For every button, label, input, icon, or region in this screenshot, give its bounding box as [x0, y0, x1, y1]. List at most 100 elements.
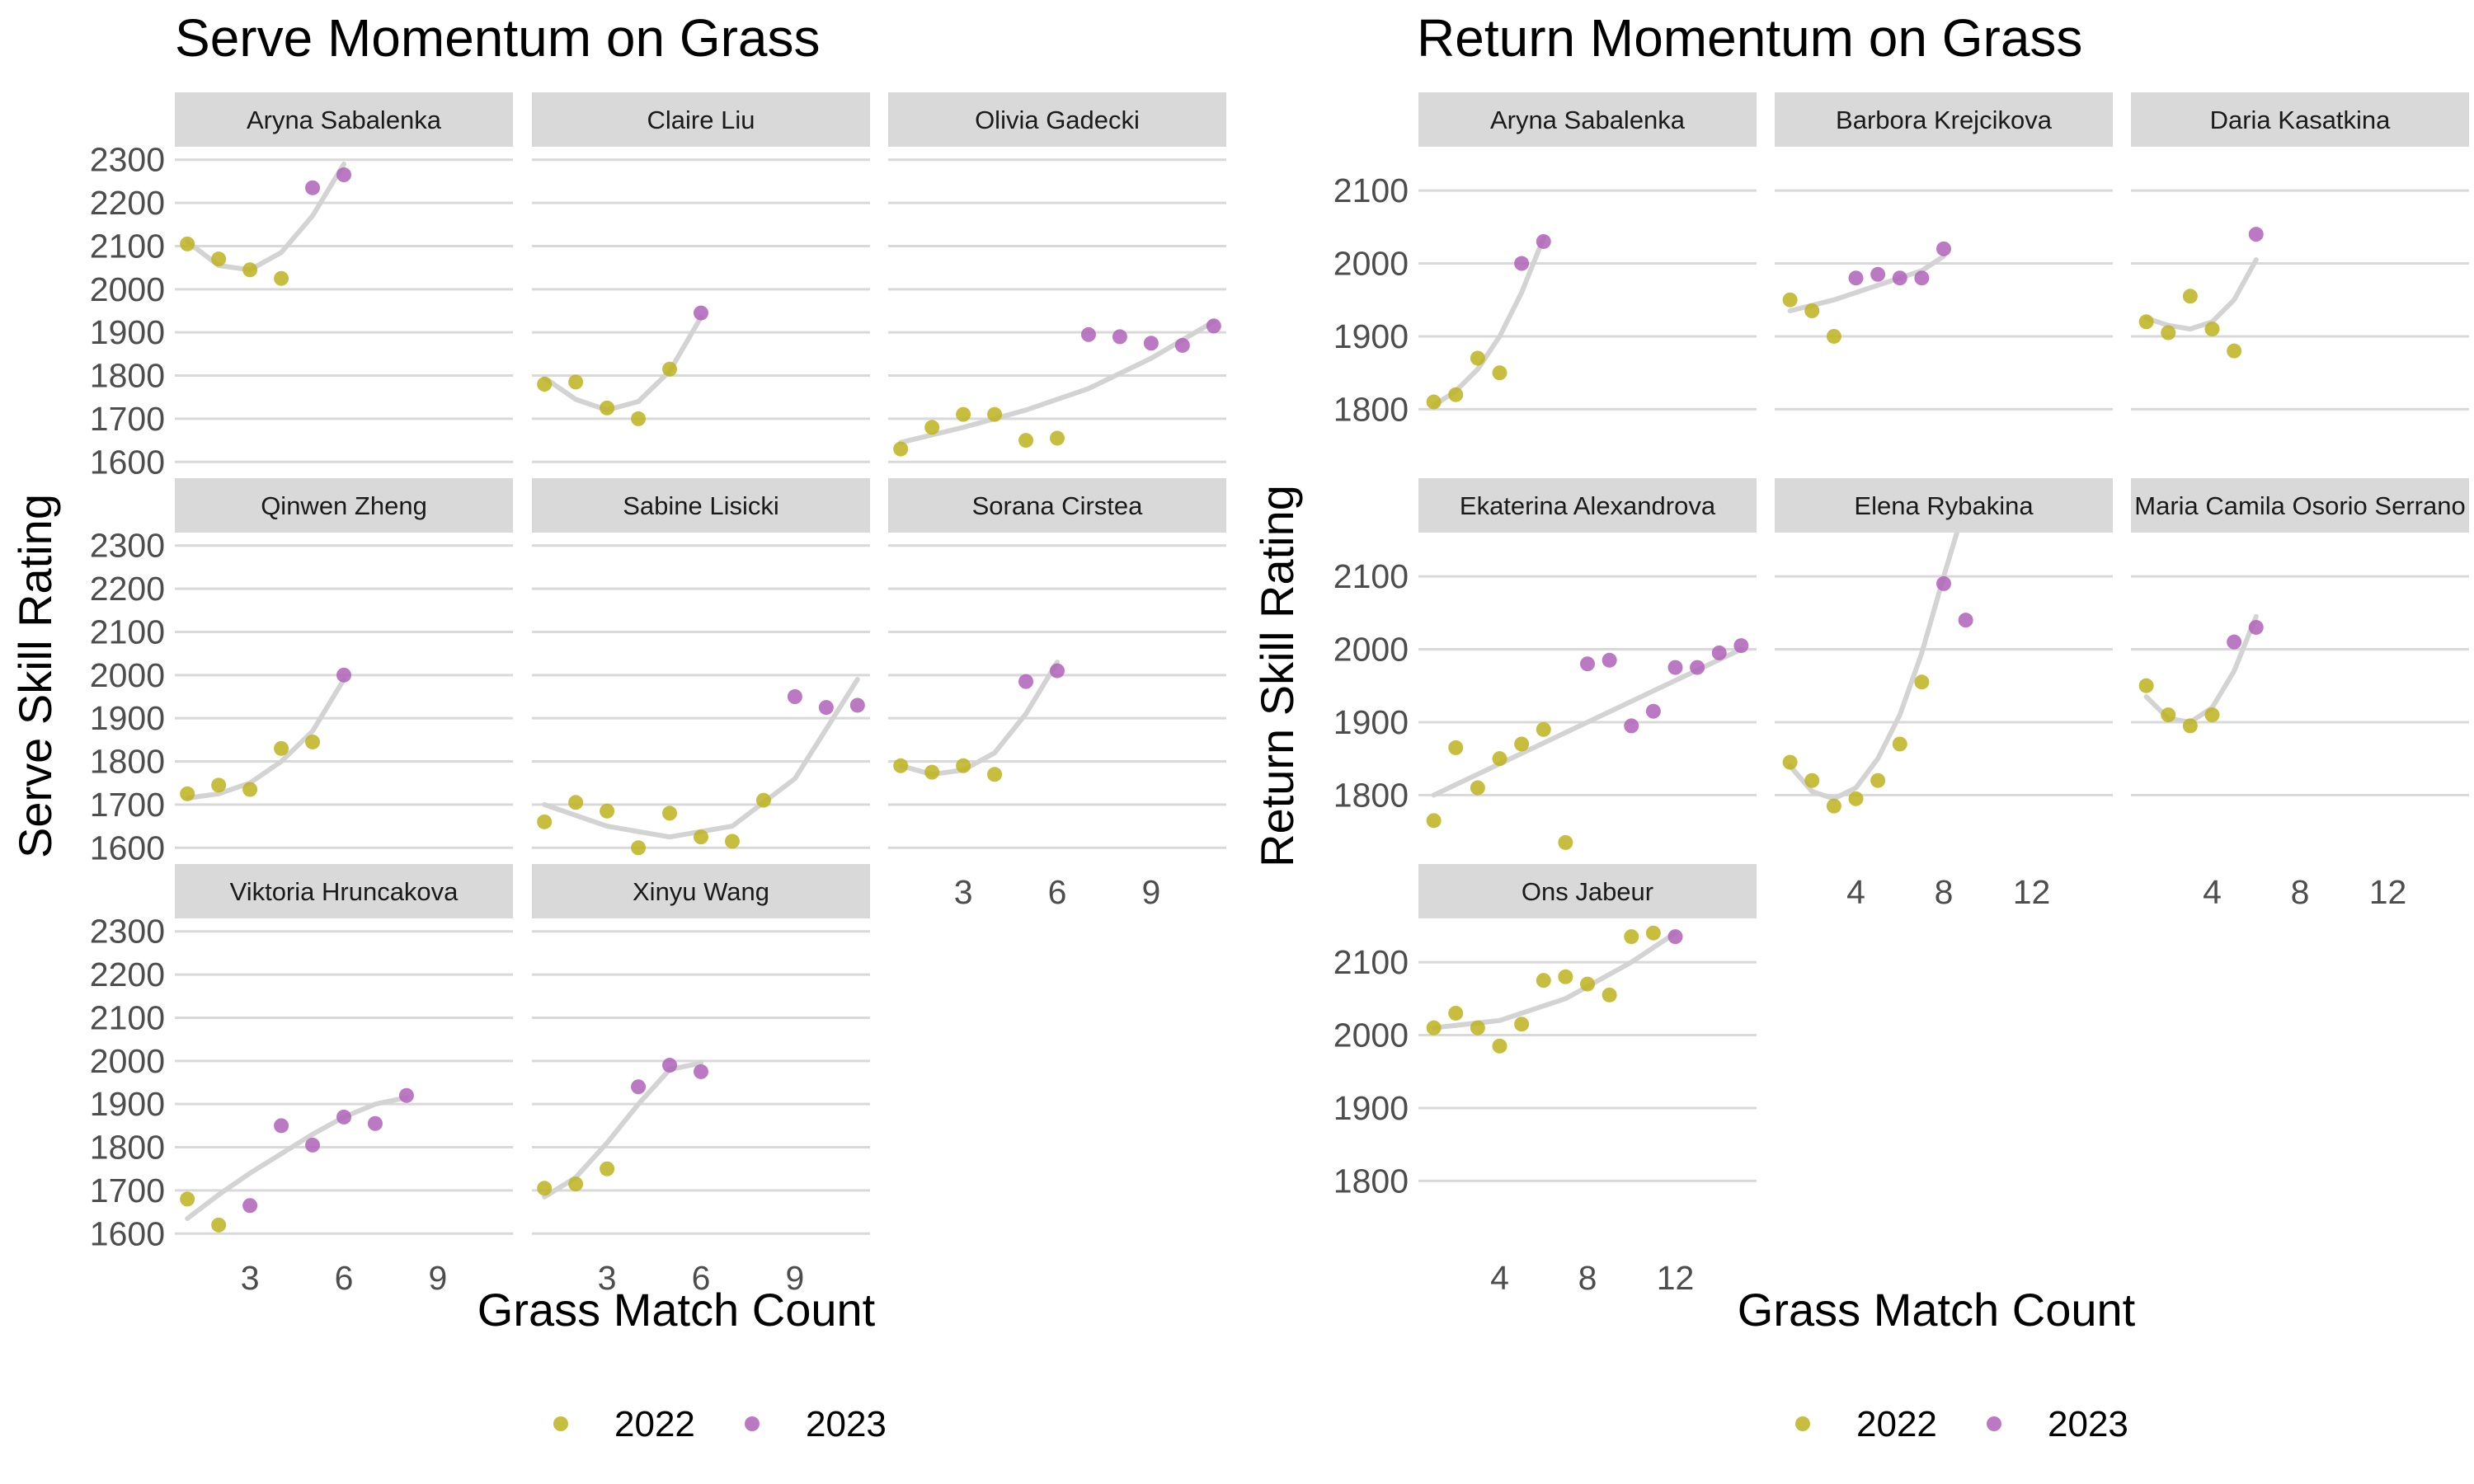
data-point-2023 [1080, 326, 1096, 342]
facet-strip [175, 92, 513, 147]
data-point-2023 [2248, 619, 2264, 635]
data-point-2023 [305, 180, 321, 195]
x-tick-label: 6 [335, 1259, 354, 1297]
data-point-2022 [1536, 721, 1551, 737]
facet-panel-claire-liu: Claire Liu [532, 92, 870, 463]
data-point-2022 [1804, 773, 1820, 788]
data-point-2023 [1667, 929, 1683, 945]
y-tick-label: 1900 [1333, 1089, 1409, 1127]
y-tick-label: 2100 [1333, 557, 1409, 595]
data-point-2022 [1782, 754, 1798, 770]
data-point-2022 [1514, 736, 1530, 752]
facet-strip-label: Aryna Sabalenka [1490, 106, 1686, 134]
data-point-2022 [211, 777, 227, 793]
data-point-2022 [1426, 1020, 1442, 1036]
data-point-2022 [2182, 289, 2198, 304]
data-point-2023 [849, 697, 865, 713]
data-point-2023 [631, 1079, 647, 1095]
y-tick-label: 2100 [1333, 171, 1409, 209]
x-tick-label: 8 [1935, 873, 1954, 911]
data-point-2023 [1667, 660, 1683, 675]
facet-strip-label: Viktoria Hruncakova [230, 877, 459, 906]
serve-y-axis-title: Serve Skill Rating [9, 494, 61, 858]
facet-strip [2131, 92, 2469, 147]
trend-line [898, 319, 1216, 445]
data-point-2022 [211, 251, 227, 267]
data-point-2022 [305, 734, 321, 749]
y-tick-label: 1900 [1333, 317, 1409, 355]
facet-panel-xinyu-wang: Xinyu Wang 3 6 9 [532, 864, 870, 1297]
data-point-2023 [1580, 656, 1595, 672]
data-point-2022 [1470, 780, 1485, 796]
data-point-2022 [1448, 387, 1464, 402]
x-tick-label: 12 [2369, 873, 2407, 911]
data-point-2023 [1624, 718, 1639, 734]
data-point-2023 [1050, 663, 1065, 679]
facet-panel-elena-rybakina: Elena Rybakina 4 8 12 [1775, 478, 2113, 911]
legend-label-2023: 2023 [2048, 1404, 2128, 1444]
y-tick-label: 1900 [90, 699, 165, 737]
facet-strip-label: Aryna Sabalenka [247, 106, 442, 134]
data-point-2022 [694, 829, 708, 845]
data-point-2022 [274, 270, 289, 286]
serve-facet-grid: Aryna Sabalenka 1600 1700 1800 1900 2000 2100 2… [90, 92, 1226, 1297]
x-tick-label: 4 [1490, 1259, 1509, 1297]
y-tick-label: 1800 [1333, 1162, 1409, 1200]
data-point-2022 [1514, 1017, 1530, 1032]
data-point-2022 [1624, 929, 1639, 945]
legend-key-2022 [553, 1416, 568, 1431]
data-point-2022 [568, 795, 584, 810]
data-point-2022 [893, 758, 909, 773]
trend-line [1431, 930, 1678, 1031]
facet-strip [532, 92, 870, 147]
data-point-2023 [1733, 638, 1749, 654]
legend-label-2022: 2022 [1856, 1404, 1937, 1444]
data-point-2022 [1558, 834, 1573, 850]
data-point-2023 [367, 1115, 383, 1131]
data-point-2022 [1892, 736, 1907, 752]
trend-line [1787, 253, 1946, 313]
return-chart-title: Return Momentum on Grass [1417, 8, 2082, 68]
trend-line [542, 677, 860, 840]
trend-line [1431, 646, 1744, 798]
data-point-2022 [2138, 314, 2154, 330]
data-point-2022 [568, 1176, 584, 1192]
data-point-2022 [1536, 973, 1551, 989]
data-point-2023 [1514, 256, 1530, 271]
y-tick-label: 1600 [90, 829, 165, 866]
facet-strip [888, 92, 1226, 147]
y-tick-label: 2200 [90, 956, 165, 993]
data-point-2022 [274, 740, 289, 756]
data-point-2023 [1602, 652, 1617, 668]
data-point-2022 [956, 758, 971, 773]
serve-chart-title: Serve Momentum on Grass [175, 8, 821, 68]
facet-strip-label: Sorana Cirstea [972, 491, 1144, 520]
facet-panel-daria-kasatkina: Daria Kasatkina [2131, 92, 2469, 411]
y-tick-label: 1800 [90, 1129, 165, 1167]
y-tick-label: 2100 [90, 227, 165, 265]
data-point-2022 [1492, 1038, 1507, 1054]
data-point-2022 [600, 1161, 615, 1176]
y-tick-label: 2300 [90, 913, 165, 951]
trend-line [185, 161, 346, 273]
data-point-2022 [987, 767, 1003, 782]
y-tick-label: 1900 [90, 1085, 165, 1123]
facet-strip-label: Xinyu Wang [633, 877, 769, 906]
data-point-2023 [1206, 318, 1221, 334]
data-point-2022 [2182, 718, 2198, 734]
data-point-2023 [274, 1118, 289, 1134]
y-tick-label: 2000 [90, 656, 165, 694]
x-tick-label: 6 [692, 1259, 711, 1297]
y-tick-label: 2000 [1333, 245, 1409, 283]
y-tick-label: 1800 [90, 357, 165, 395]
y-tick-label: 1800 [90, 743, 165, 781]
data-point-2022 [1558, 969, 1573, 984]
facet-panel-sorana-cirstea: Sorana Cirstea 3 6 9 [888, 478, 1226, 911]
y-tick-label: 2200 [90, 184, 165, 222]
data-point-2023 [1870, 266, 1886, 282]
facet-strip-label: Barbora Krejcikova [1836, 106, 2053, 134]
legend-key-2022 [1795, 1416, 1810, 1431]
data-point-2023 [1174, 337, 1190, 353]
facet-strip [532, 864, 870, 918]
data-point-2023 [787, 689, 802, 704]
